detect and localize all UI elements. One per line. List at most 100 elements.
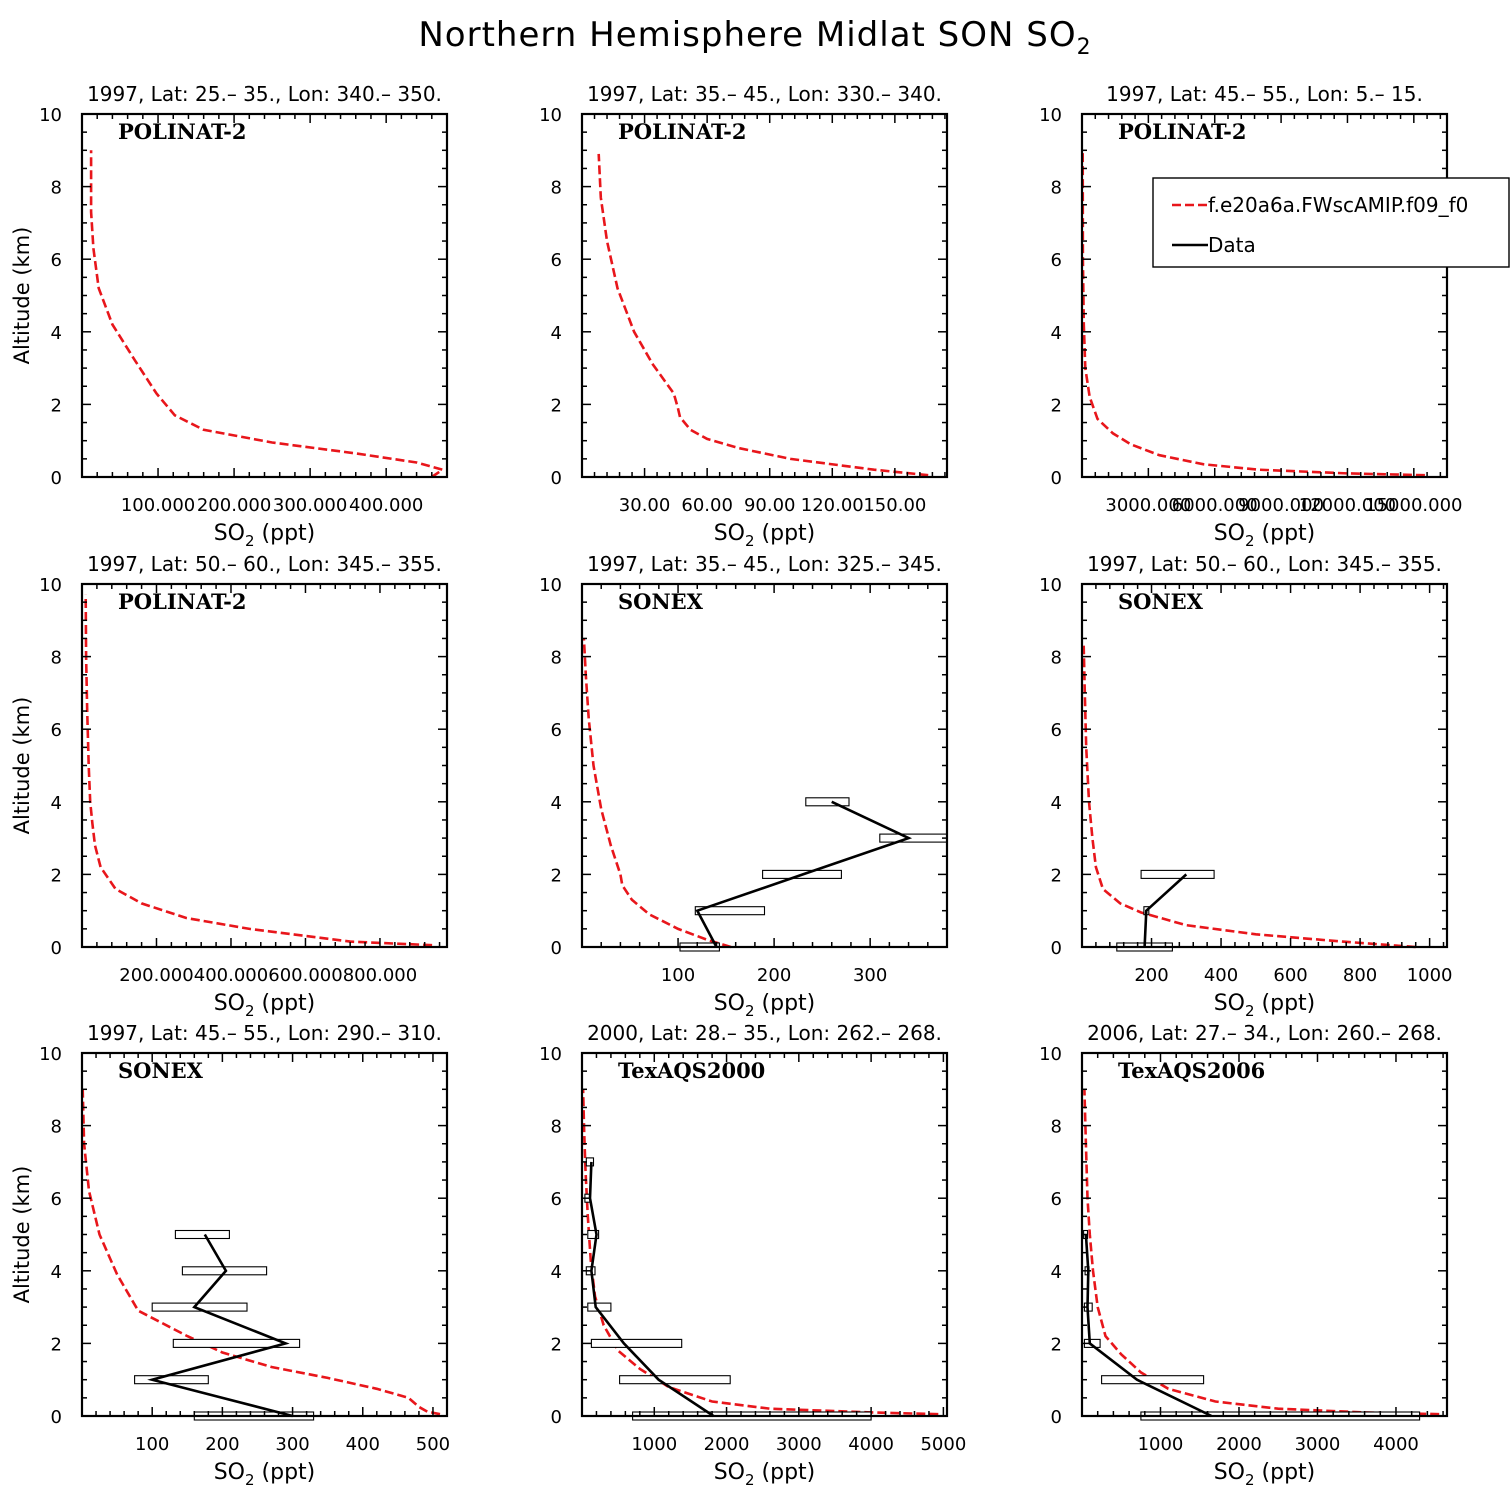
campaign-label: POLINAT-2 [618,119,747,144]
campaign-label: POLINAT-2 [118,119,247,144]
data-curve [1084,1234,1213,1418]
y-tick-label: 10 [539,575,562,596]
y-axis-label: Altitude (km) [10,227,34,365]
x-tick-label: 3000 [1295,1434,1341,1455]
x-tick-label: 150.00 [863,495,926,516]
y-tick-label: 2 [51,1334,62,1355]
y-tick-label: 6 [551,720,562,741]
legend-box [1152,177,1510,268]
model-curve [84,594,433,947]
data-curve [1143,873,1188,948]
x-axis-label: SO2 (ppt) [714,521,816,550]
model-curve [582,638,732,949]
y-tick-label: 0 [1051,468,1062,489]
panel-2: 1997, Lat: 35.– 45., Lon: 330.– 340. POLI… [539,82,949,550]
y-tick-label: 6 [1051,250,1062,271]
y-tick-label: 2 [551,395,562,416]
y-tick-label: 10 [1039,1044,1062,1065]
panel-9: 2006, Lat: 27.– 34., Lon: 260.– 268. TexA… [1039,1021,1449,1489]
panel-6: 1997, Lat: 50.– 60., Lon: 345.– 355. SONE… [1039,552,1452,1020]
y-tick-label: 8 [1051,178,1062,199]
y-tick-label: 2 [1051,1334,1062,1355]
data-range-box [590,1338,683,1348]
y-tick-label: 6 [1051,1189,1062,1210]
panel-subtitle: 2000, Lat: 28.– 35., Lon: 262.– 268. [587,1021,942,1045]
y-tick-label: 0 [51,1407,62,1428]
x-axis-label: SO2 (ppt) [1214,521,1316,550]
x-axis-label: SO2 (ppt) [714,1460,816,1489]
y-tick-label: 2 [1051,865,1062,886]
x-tick-label: 1000 [1138,1434,1184,1455]
x-tick-label: 400.000 [349,495,423,516]
x-tick-label: 5000 [920,1434,966,1455]
y-tick-label: 8 [51,648,62,669]
y-tick-label: 0 [551,468,562,489]
plot-frame [1080,582,1449,949]
data-range-box [1101,1375,1205,1385]
legend: f.e20a6a.FWscAMIP.f09_f0 Data [1152,177,1510,268]
model-curve [581,1089,939,1416]
panel-subtitle: 1997, Lat: 25.– 35., Lon: 340.– 350. [87,82,442,106]
model-curve [597,153,929,477]
legend-model-label: f.e20a6a.FWscAMIP.f09_f0 [1208,193,1468,217]
data-range-box [172,1338,301,1348]
panel-8: 2000, Lat: 28.– 35., Lon: 262.– 268. TexA… [539,1021,966,1489]
y-tick-label: 10 [1039,575,1062,596]
campaign-label: SONEX [1118,589,1204,614]
y-tick-label: 10 [1039,105,1062,126]
x-tick-label: 3000.000 [1105,495,1191,516]
plot-frame [80,582,449,949]
campaign-label: POLINAT-2 [118,589,247,614]
y-tick-label: 0 [51,938,62,959]
data-range-box [174,1229,230,1240]
panel-subtitle: 2006, Lat: 27.– 34., Lon: 260.– 268. [1087,1021,1442,1045]
x-tick-label: 300.000 [273,495,347,516]
data-range-box [134,1375,209,1385]
plot-frame [80,112,449,479]
y-tick-label: 8 [551,178,562,199]
y-tick-label: 2 [1051,395,1062,416]
y-tick-label: 10 [39,575,62,596]
x-tick-label: 100.000 [121,495,195,516]
panel-5: 1997, Lat: 35.– 45., Lon: 325.– 345. SONE… [539,552,949,1020]
data-range-box [587,1229,600,1240]
panel-subtitle: 1997, Lat: 50.– 60., Lon: 345.– 355. [1087,552,1442,576]
x-tick-label: 200 [205,1434,239,1455]
x-tick-label: 9000.000 [1238,495,1324,516]
x-tick-label: 300 [275,1434,309,1455]
x-axis-label: SO2 (ppt) [1214,1460,1316,1489]
x-tick-label: 200.000 [197,495,271,516]
plot-frame [580,582,949,949]
data-curve [588,1161,715,1418]
model-curve [1082,645,1416,949]
y-tick-label: 6 [551,250,562,271]
x-axis-label: SO2 (ppt) [214,521,316,550]
y-tick-label: 10 [39,105,62,126]
figure-title-subscript: 2 [1077,35,1092,60]
campaign-label: POLINAT-2 [1118,119,1247,144]
y-tick-label: 2 [51,395,62,416]
y-tick-label: 0 [551,1407,562,1428]
y-tick-label: 4 [551,1262,562,1283]
campaign-label: TexAQS2000 [618,1058,765,1083]
data-range-box [879,833,948,843]
plot-frame [580,1051,949,1418]
y-tick-label: 0 [51,468,62,489]
x-tick-label: 500 [416,1434,450,1455]
y-axis-label: Altitude (km) [10,1166,34,1304]
data-range-box [805,797,850,807]
campaign-label: SONEX [118,1058,204,1083]
x-tick-label: 200 [757,965,791,986]
x-tick-label: 90.00 [744,495,796,516]
y-tick-label: 4 [551,793,562,814]
x-tick-label: 4000 [848,1434,894,1455]
figure-title: Northern Hemisphere Midlat SON SO2 [418,15,1091,60]
y-tick-label: 0 [551,938,562,959]
y-tick-label: 2 [51,865,62,886]
y-tick-label: 6 [1051,720,1062,741]
y-tick-label: 10 [539,1044,562,1065]
x-tick-label: 100 [135,1434,169,1455]
x-tick-label: 400.000 [194,965,268,986]
y-tick-label: 4 [51,1262,62,1283]
y-tick-label: 6 [51,1189,62,1210]
